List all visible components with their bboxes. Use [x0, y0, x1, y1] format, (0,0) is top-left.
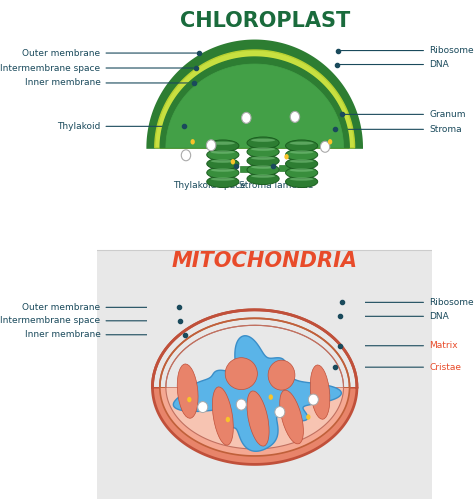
Text: Outer membrane: Outer membrane: [22, 303, 176, 312]
Ellipse shape: [247, 155, 279, 166]
Ellipse shape: [211, 150, 235, 154]
Polygon shape: [147, 40, 362, 148]
Ellipse shape: [211, 160, 235, 163]
Ellipse shape: [275, 406, 285, 418]
Ellipse shape: [177, 364, 198, 418]
Ellipse shape: [308, 394, 319, 405]
Ellipse shape: [211, 178, 235, 180]
Ellipse shape: [285, 149, 318, 160]
Bar: [97, 0, 432, 250]
Text: Intermembrane space: Intermembrane space: [0, 316, 177, 326]
Text: Outer membrane: Outer membrane: [22, 48, 197, 58]
Ellipse shape: [285, 140, 318, 151]
Ellipse shape: [268, 360, 295, 390]
Ellipse shape: [198, 402, 208, 412]
Text: Thylakoid: Thylakoid: [57, 122, 182, 131]
Text: Inner membrane: Inner membrane: [25, 78, 191, 88]
Ellipse shape: [328, 139, 332, 144]
Ellipse shape: [187, 397, 191, 402]
Ellipse shape: [207, 158, 239, 170]
Text: Ribosome: Ribosome: [341, 46, 474, 55]
Polygon shape: [279, 164, 294, 170]
Ellipse shape: [251, 148, 275, 151]
Ellipse shape: [285, 158, 318, 170]
Polygon shape: [166, 64, 344, 148]
Ellipse shape: [211, 168, 235, 172]
Text: Stroma lamellae: Stroma lamellae: [239, 169, 314, 190]
Polygon shape: [173, 336, 341, 452]
Text: CHLOROPLAST: CHLOROPLAST: [180, 10, 350, 30]
Ellipse shape: [247, 137, 279, 148]
Ellipse shape: [320, 142, 330, 152]
Text: Cristae: Cristae: [338, 362, 461, 372]
Ellipse shape: [231, 159, 235, 164]
Text: Thylakoid space: Thylakoid space: [173, 168, 246, 190]
Ellipse shape: [290, 150, 314, 154]
Ellipse shape: [290, 178, 314, 180]
Ellipse shape: [247, 391, 269, 446]
Ellipse shape: [310, 365, 330, 419]
Text: Matrix: Matrix: [343, 341, 457, 350]
Text: Stroma: Stroma: [338, 125, 462, 134]
Ellipse shape: [181, 150, 191, 160]
Ellipse shape: [251, 166, 275, 169]
Ellipse shape: [206, 140, 216, 151]
Ellipse shape: [207, 176, 239, 188]
Ellipse shape: [242, 112, 251, 124]
Polygon shape: [160, 57, 349, 148]
Ellipse shape: [225, 358, 257, 390]
Ellipse shape: [251, 174, 275, 178]
Text: Granum: Granum: [345, 110, 465, 119]
Ellipse shape: [285, 176, 318, 188]
Polygon shape: [240, 166, 254, 172]
Text: Ribosome: Ribosome: [345, 298, 474, 307]
Ellipse shape: [290, 112, 300, 122]
Ellipse shape: [269, 394, 273, 400]
Ellipse shape: [290, 160, 314, 163]
Ellipse shape: [207, 149, 239, 160]
Polygon shape: [153, 387, 357, 464]
Ellipse shape: [290, 142, 314, 145]
Polygon shape: [155, 50, 355, 148]
Ellipse shape: [251, 156, 275, 160]
Ellipse shape: [285, 167, 318, 178]
Ellipse shape: [251, 138, 275, 142]
Text: Intermembrane space: Intermembrane space: [0, 64, 193, 72]
Text: Inner membrane: Inner membrane: [25, 330, 182, 340]
Text: DNA: DNA: [339, 60, 449, 69]
Ellipse shape: [212, 387, 233, 445]
Ellipse shape: [306, 414, 310, 420]
Ellipse shape: [284, 154, 289, 160]
Ellipse shape: [207, 140, 239, 151]
Ellipse shape: [236, 399, 246, 410]
Bar: [97, 250, 432, 500]
Ellipse shape: [247, 146, 279, 158]
Polygon shape: [160, 387, 349, 456]
Ellipse shape: [207, 167, 239, 178]
Ellipse shape: [290, 168, 314, 172]
Ellipse shape: [280, 390, 303, 444]
Bar: [147, 288, 365, 387]
Ellipse shape: [191, 139, 195, 144]
Ellipse shape: [247, 173, 279, 184]
Polygon shape: [166, 387, 344, 449]
Ellipse shape: [247, 164, 279, 175]
Ellipse shape: [226, 417, 230, 422]
Ellipse shape: [211, 142, 235, 145]
Text: DNA: DNA: [343, 312, 449, 321]
Text: MITOCHONDRIA: MITOCHONDRIA: [172, 251, 358, 271]
